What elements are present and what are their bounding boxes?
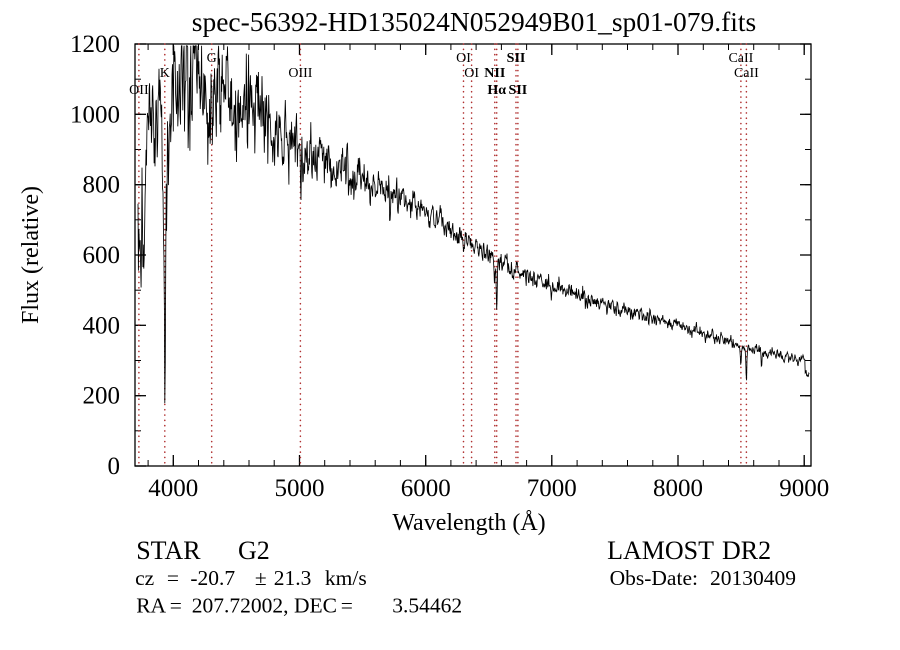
svg-text:OIII: OIII (288, 66, 312, 81)
svg-text:5000: 5000 (275, 475, 325, 502)
svg-text:400: 400 (83, 312, 121, 339)
svg-text:1200: 1200 (70, 31, 120, 58)
svg-text:OI: OI (456, 51, 471, 66)
svg-text:6000: 6000 (401, 475, 451, 502)
svg-text:OI: OI (464, 66, 479, 81)
svg-text:Flux (relative): Flux (relative) (18, 186, 44, 324)
svg-text:Hα: Hα (487, 83, 506, 98)
svg-text:800: 800 (83, 172, 121, 199)
svg-text:9000: 9000 (779, 475, 829, 502)
svg-text:200: 200 (83, 383, 121, 410)
svg-text:OII: OII (129, 83, 149, 98)
svg-text:8000: 8000 (653, 475, 703, 502)
svg-text:7000: 7000 (527, 475, 577, 502)
svg-text:CaII: CaII (734, 66, 759, 81)
svg-text:600: 600 (83, 242, 121, 269)
svg-text:NII: NII (484, 66, 505, 81)
svg-text:G: G (207, 51, 217, 66)
svg-text:Wavelength (Å): Wavelength (Å) (392, 510, 545, 536)
svg-text:4000: 4000 (148, 475, 198, 502)
svg-text:spec-56392-HD135024N052949B01_: spec-56392-HD135024N052949B01_sp01-079.f… (192, 6, 756, 37)
svg-text:SII: SII (509, 83, 528, 98)
svg-text:K: K (160, 66, 170, 81)
svg-text:1000: 1000 (70, 101, 120, 128)
svg-text:0: 0 (108, 453, 121, 480)
svg-text:SII: SII (507, 51, 526, 66)
svg-text:CaII: CaII (728, 51, 753, 66)
